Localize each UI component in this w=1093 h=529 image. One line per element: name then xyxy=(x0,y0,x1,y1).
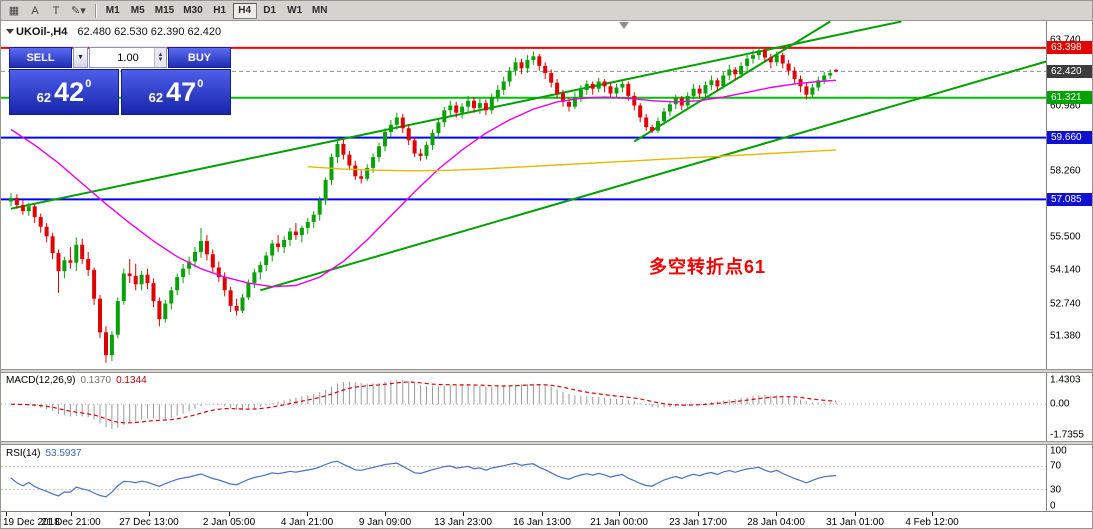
volume-input[interactable]: 1.00 ▲ ▼ xyxy=(89,47,167,68)
chart-shift-marker-icon[interactable] xyxy=(619,22,629,29)
draw-tools-dropdown-icon[interactable]: ✎▾ xyxy=(67,2,90,19)
volume-dropdown-button[interactable]: ▼ xyxy=(73,47,88,68)
rsi-axis-label: 0 xyxy=(1050,500,1056,512)
sell-price-sup: 0 xyxy=(85,78,92,90)
time-axis-label: 2 Jan 05:00 xyxy=(202,517,256,528)
price-axis-badge: 61.321 xyxy=(1047,91,1092,105)
time-axis-label: 23 Jan 17:00 xyxy=(669,517,727,528)
time-axis-tick xyxy=(6,512,7,516)
buy-button[interactable]: BUY xyxy=(168,47,231,68)
trade-panel-price-row: 62 42 0 62 47 0 xyxy=(9,69,231,115)
panel-separator-rsi[interactable] xyxy=(1,441,1092,445)
price-axis-label: 60.980 xyxy=(1050,100,1081,112)
time-axis-label: 21 Dec 21:00 xyxy=(41,517,101,528)
chart-window-icon[interactable]: ▦ xyxy=(4,2,24,19)
rsi-axis-label: 100 xyxy=(1050,445,1067,457)
time-axis-tick xyxy=(542,512,543,516)
macd-indicator-label: MACD(12,26,9) 0.1370 0.1344 xyxy=(6,375,147,386)
timeframe-button-h1[interactable]: H1 xyxy=(207,2,232,19)
time-axis-tick xyxy=(71,512,72,516)
timeframe-button-d1[interactable]: D1 xyxy=(257,2,282,19)
chart-title: UKOil-,H4 62.480 62.530 62.390 62.420 xyxy=(16,26,221,38)
macd-signal-value: 0.1344 xyxy=(116,375,147,386)
time-axis-tick xyxy=(463,512,464,516)
sell-button[interactable]: SELL xyxy=(9,47,72,68)
time-axis-tick xyxy=(932,512,933,516)
trade-panel-top-row: SELL ▼ 1.00 ▲ ▼ BUY xyxy=(9,47,231,68)
timeframe-button-m5[interactable]: M5 xyxy=(125,2,150,19)
timeframe-button-w1[interactable]: W1 xyxy=(282,2,307,19)
time-axis-tick xyxy=(855,512,856,516)
rsi-axis-label: 70 xyxy=(1050,460,1062,472)
rsi-value: 53.5937 xyxy=(45,448,82,459)
buy-price-main: 62 xyxy=(148,89,164,105)
time-axis-label: 13 Jan 23:00 xyxy=(434,517,492,528)
time-axis-label: 31 Jan 01:00 xyxy=(826,517,884,528)
volume-spinner[interactable]: ▲ ▼ xyxy=(154,48,166,67)
toolbar-separator xyxy=(94,3,96,18)
price-axis-label: 52.740 xyxy=(1050,298,1081,310)
time-axis-label: 16 Jan 13:00 xyxy=(513,517,571,528)
macd-name: MACD(12,26,9) xyxy=(6,375,76,386)
timeframe-button-m30[interactable]: M30 xyxy=(179,2,207,19)
time-axis-tick xyxy=(776,512,777,516)
chart-symbol-period: UKOil-,H4 xyxy=(16,26,68,38)
price-axis-label: 55.500 xyxy=(1050,231,1081,243)
price-axis-label: 54.140 xyxy=(1050,264,1081,276)
time-axis-tick xyxy=(149,512,150,516)
price-axis-badge: 57.085 xyxy=(1047,192,1092,206)
price-axis-label: 51.380 xyxy=(1050,330,1081,342)
time-axis-label: 21 Jan 00:00 xyxy=(590,517,648,528)
toolbar: ▦ A T ✎▾ M1 M5 M15 M30 H1 H4 D1 W1 MN xyxy=(1,1,1092,21)
timeframe-button-m15[interactable]: M15 xyxy=(150,2,179,19)
price-axis-label: 58.260 xyxy=(1050,165,1081,177)
price-axis-badge: 62.420 xyxy=(1047,64,1092,78)
timeframe-button-mn[interactable]: MN xyxy=(307,2,332,19)
chart-ohlc-values: 62.480 62.530 62.390 62.420 xyxy=(77,26,222,38)
chart-annotation: 多空转折点61 xyxy=(649,257,767,277)
rsi-indicator-label: RSI(14) 53.5937 xyxy=(6,448,82,459)
buy-price-pips: 47 xyxy=(166,76,197,107)
rsi-axis-label: 30 xyxy=(1050,484,1062,496)
price-axis-badge: 59.660 xyxy=(1047,131,1092,145)
time-axis-tick xyxy=(385,512,386,516)
letter-a-icon[interactable]: A xyxy=(25,2,45,19)
buy-price-sup: 0 xyxy=(197,78,204,90)
macd-axis-label: 0.00 xyxy=(1050,398,1070,410)
rsi-name: RSI(14) xyxy=(6,448,41,459)
time-axis-label: 4 Feb 12:00 xyxy=(905,517,959,528)
time-axis-label: 28 Jan 04:00 xyxy=(747,517,805,528)
time-axis[interactable] xyxy=(1,511,1092,528)
sell-price-button[interactable]: 62 42 0 xyxy=(9,69,119,115)
toolbar-icon-group: ▦ A T ✎▾ xyxy=(4,2,90,19)
time-axis-tick xyxy=(698,512,699,516)
sell-price-main: 62 xyxy=(36,89,52,105)
buy-price-button[interactable]: 62 47 0 xyxy=(121,69,231,115)
time-axis-label: 27 Dec 13:00 xyxy=(119,517,179,528)
time-axis-tick xyxy=(307,512,308,516)
sell-price-pips: 42 xyxy=(54,76,85,107)
time-axis-label: 4 Jan 21:00 xyxy=(280,517,334,528)
timeframe-button-h4[interactable]: H4 xyxy=(232,2,257,19)
timeframe-button-group: M1 M5 M15 M30 H1 H4 D1 W1 MN xyxy=(100,2,332,19)
one-click-toggle-icon[interactable] xyxy=(6,29,14,34)
time-axis-tick xyxy=(229,512,230,516)
price-axis-label: 63.740 xyxy=(1050,34,1081,46)
time-axis-label: 9 Jan 09:00 xyxy=(358,517,412,528)
timeframe-button-m1[interactable]: M1 xyxy=(100,2,125,19)
macd-value: 0.1370 xyxy=(80,375,112,386)
volume-value: 1.00 xyxy=(117,51,139,64)
letter-t-icon[interactable]: T xyxy=(46,2,66,19)
time-axis-label: 19 Dec 2018 xyxy=(3,517,60,528)
price-axis-badge: 63.398 xyxy=(1047,41,1092,55)
panel-separator-macd[interactable] xyxy=(1,369,1092,373)
one-click-trading-panel: SELL ▼ 1.00 ▲ ▼ BUY 62 42 0 62 47 0 xyxy=(9,47,231,115)
macd-axis-label: 1.4303 xyxy=(1050,374,1081,386)
macd-axis-label: -1.7355 xyxy=(1050,429,1084,441)
time-axis-tick xyxy=(619,512,620,516)
